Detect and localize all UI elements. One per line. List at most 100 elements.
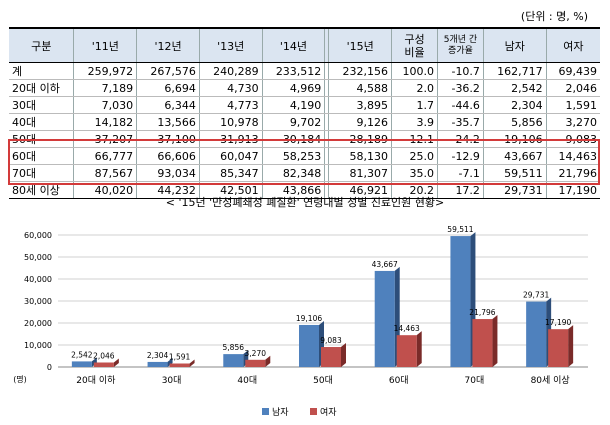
table-cell: 3,270 xyxy=(545,113,600,131)
table-cell: -10.7 xyxy=(437,62,484,80)
table-gap-cell xyxy=(324,181,329,199)
data-label: 14,463 xyxy=(394,324,420,333)
table-cell: 29,731 xyxy=(482,181,547,199)
bar-side xyxy=(113,358,119,367)
header-female: 여자 xyxy=(545,27,600,63)
table-cell: 4,969 xyxy=(261,79,325,97)
data-label: 9,083 xyxy=(320,336,342,345)
table-cell: 4,773 xyxy=(198,96,263,114)
table-cell: 58,253 xyxy=(261,147,325,165)
table-gap-cell xyxy=(324,96,329,114)
table-cell: 233,512 xyxy=(261,62,325,80)
bar-male xyxy=(71,361,92,367)
data-label: 17,190 xyxy=(545,318,571,327)
bar-male xyxy=(450,236,471,367)
table-cell: 2.0 xyxy=(391,79,438,97)
table-cell: 37,100 xyxy=(136,130,200,148)
bar-side xyxy=(341,343,346,367)
table-cell: 259,972 xyxy=(73,62,137,80)
table-cell: 17.2 xyxy=(437,181,484,199)
bar-side xyxy=(416,331,422,367)
bar-female xyxy=(93,362,114,367)
row-label: 계 xyxy=(9,62,74,80)
x-tick-label: 20대 이하 xyxy=(76,375,116,386)
table-cell: 40,020 xyxy=(73,181,137,199)
y-tick-label: 60,000 xyxy=(24,231,52,240)
y-tick-label: 30,000 xyxy=(24,297,52,306)
header-category: 구분 xyxy=(9,27,74,63)
table-cell: 9,083 xyxy=(545,130,600,148)
table-cell: 3.9 xyxy=(391,113,438,131)
table-cell: 6,694 xyxy=(136,79,200,97)
table-cell: 2,304 xyxy=(482,96,547,114)
table-row: 50대 37,207 37,100 31,913 30,184 28,189 12.1 -24… xyxy=(9,130,600,148)
table-cell: 69,439 xyxy=(545,62,600,80)
bar-side xyxy=(492,315,498,367)
table-cell: 44,232 xyxy=(136,181,200,199)
table-cell: 19,106 xyxy=(482,130,547,148)
header-growth: 5개년 간 증가율 xyxy=(437,27,484,63)
table-cell: 66,606 xyxy=(136,147,200,165)
table-cell: -36.2 xyxy=(437,79,484,97)
data-label: 59,511 xyxy=(447,225,473,234)
table-cell: 59,511 xyxy=(482,164,547,182)
table-cell: 13,566 xyxy=(136,113,200,131)
bar-side xyxy=(189,359,195,367)
table-cell: 232,156 xyxy=(328,62,392,80)
table-row: 20대 이하 7,189 6,694 4,730 4,969 4,588 2.0 -36.2 2… xyxy=(9,79,600,97)
table-gap-cell xyxy=(324,113,329,131)
table-cell: 4,190 xyxy=(261,96,325,114)
header-ratio: 구성 비율 xyxy=(391,27,438,63)
row-label: 20대 이하 xyxy=(9,79,74,97)
chart-title: < '15년 '만성폐쇄성 폐질환' 연령대별 성별 진료인원 현황> xyxy=(165,196,445,209)
y-tick-label: 0 xyxy=(47,363,52,372)
table-cell: 3,895 xyxy=(328,96,392,114)
table-gap-cell xyxy=(324,62,329,80)
table-cell: 25.0 xyxy=(391,147,438,165)
row-label: 80세 이상 xyxy=(9,181,74,199)
table-cell: 162,717 xyxy=(482,62,547,80)
y-tick-label: 10,000 xyxy=(24,341,52,350)
data-label: 5,856 xyxy=(223,343,245,352)
table-row: 70대 87,567 93,034 85,347 82,348 81,307 35.0 -7.… xyxy=(9,164,600,182)
data-label: 2,046 xyxy=(93,351,115,360)
y-tick-label: 50,000 xyxy=(24,253,52,262)
table-cell: 240,289 xyxy=(198,62,263,80)
table-cell: 4,730 xyxy=(198,79,263,97)
row-label: 30대 xyxy=(9,96,74,114)
table-cell: 85,347 xyxy=(198,164,263,182)
table-cell: 14,182 xyxy=(73,113,137,131)
legend-label: 여자 xyxy=(320,406,337,418)
table-cell: 46,921 xyxy=(328,181,392,199)
table-cell: 82,348 xyxy=(261,164,325,182)
data-label: 3,270 xyxy=(245,349,267,358)
legend-swatch-male xyxy=(262,408,269,415)
header-2014: '14년 xyxy=(261,27,325,63)
data-label: 2,542 xyxy=(71,350,93,359)
unit-note: (단위 : 명, %) xyxy=(520,10,588,23)
data-label: 1,591 xyxy=(169,352,191,361)
table-cell: 100.0 xyxy=(391,62,438,80)
legend-swatch-female xyxy=(310,408,317,415)
header-2011: '11년 xyxy=(73,27,137,63)
bar-side xyxy=(568,325,574,367)
table-row: 30대 7,030 6,344 4,773 4,190 3,895 1.7 -44.6 2,30… xyxy=(9,96,600,114)
table-cell: 9,702 xyxy=(261,113,325,131)
x-tick-label: 40대 xyxy=(237,375,257,386)
table-row: 80세 이상 40,020 44,232 42,501 43,866 46,921 20.2… xyxy=(9,181,600,199)
table-row: 60대 66,777 66,606 60,047 58,253 58,130 25.0 -12… xyxy=(9,147,600,165)
bar-male xyxy=(147,361,168,367)
data-label: 2,304 xyxy=(147,351,169,360)
table-cell: -7.1 xyxy=(437,164,484,182)
table-row: 계 259,972 267,576 240,289 233,512 232,156 100.… xyxy=(9,62,600,80)
table-cell: 87,567 xyxy=(73,164,137,182)
table-cell: -44.6 xyxy=(437,96,484,114)
table-cell: 21,796 xyxy=(545,164,600,182)
table-cell: 4,588 xyxy=(328,79,392,97)
header-2015: '15년 xyxy=(328,27,392,63)
table-cell: 93,034 xyxy=(136,164,200,182)
bar-female xyxy=(245,359,266,367)
table-cell: 37,207 xyxy=(73,130,137,148)
table-cell: 31,913 xyxy=(198,130,263,148)
table-cell: 6,344 xyxy=(136,96,200,114)
